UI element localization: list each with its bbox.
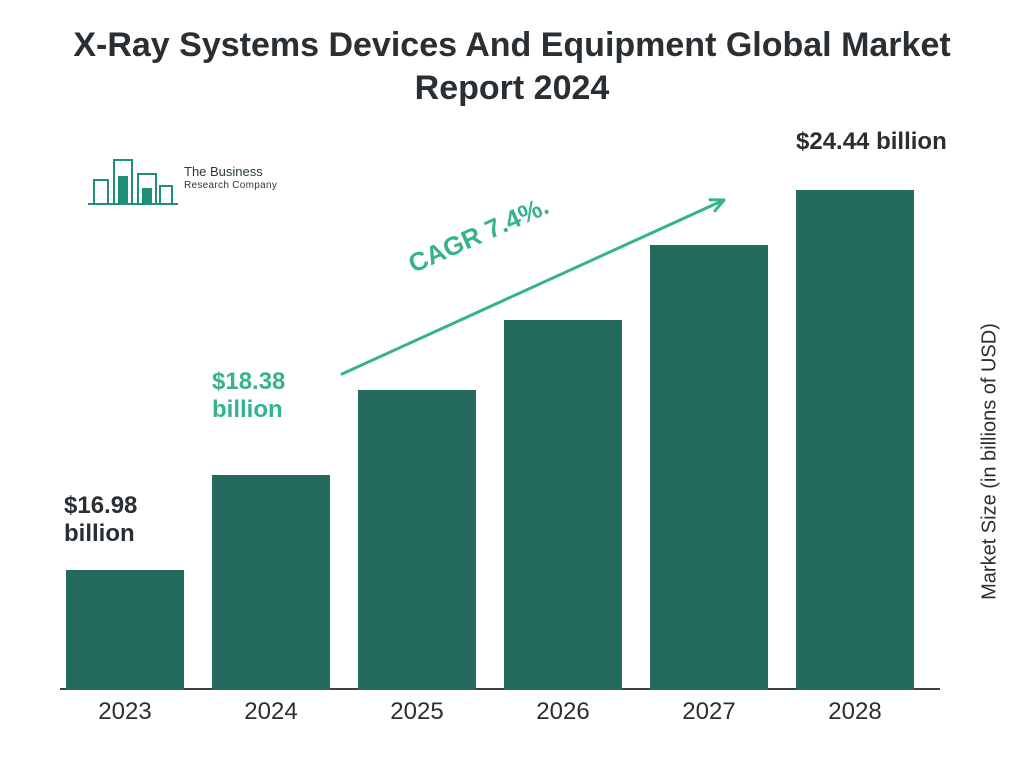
trend-arrow-icon	[0, 0, 1024, 768]
